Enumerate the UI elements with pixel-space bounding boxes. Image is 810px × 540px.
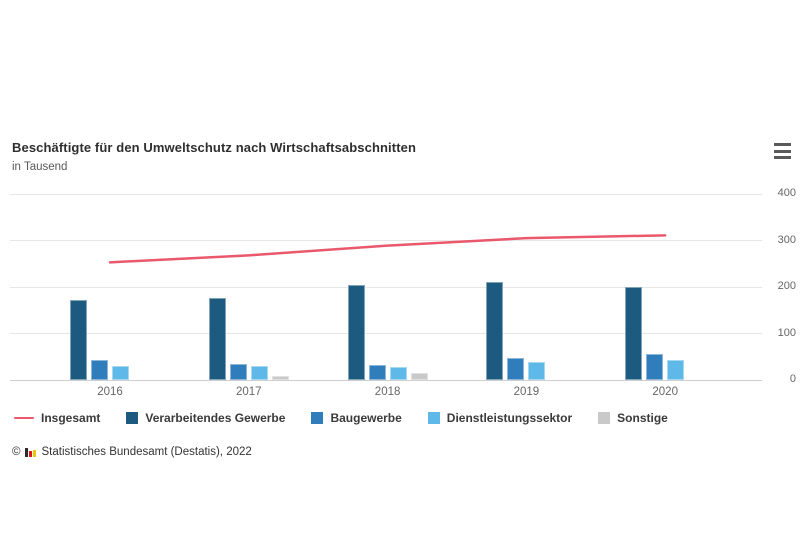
bar-verarbeitendes-gewerbe-2017 bbox=[208, 297, 226, 380]
y-axis-tick-label: 100 bbox=[777, 326, 796, 339]
legend-label: Insgesamt bbox=[41, 411, 101, 425]
y-axis-tick-label: 200 bbox=[777, 280, 796, 292]
gridline bbox=[10, 333, 762, 334]
destatis-logo-icon bbox=[25, 447, 37, 457]
gridline bbox=[10, 286, 762, 288]
chart-title: Beschäftigte für den Umweltschutz nach W… bbox=[12, 140, 416, 155]
gridline bbox=[10, 240, 762, 241]
bar-baugewerbe-2018 bbox=[368, 364, 386, 380]
bar-baugewerbe-2019 bbox=[507, 357, 525, 380]
bar-sonstige-2017 bbox=[271, 375, 289, 380]
x-axis-tick-label: 2016 bbox=[97, 386, 123, 398]
x-axis-tick-label: 2018 bbox=[374, 386, 401, 398]
chart-context-menu-button[interactable] bbox=[771, 141, 795, 161]
bar-baugewerbe-2017 bbox=[229, 363, 247, 380]
bar-dienstleistungssektor-2017 bbox=[250, 365, 268, 380]
chart-subtitle: in Tausend bbox=[12, 161, 68, 173]
x-axis-tick-label: 2019 bbox=[513, 386, 540, 398]
legend: Insgesamt Verarbeitendes Gewerbe Baugewerb… bbox=[14, 409, 668, 427]
bar-dienstleistungssektor-2019 bbox=[528, 361, 546, 380]
bar-dienstleistungssektor-2020 bbox=[667, 359, 685, 380]
hamburger-icon-bar bbox=[774, 143, 791, 146]
bar-dienstleistungssektor-2018 bbox=[389, 366, 407, 380]
hamburger-icon-bar bbox=[774, 149, 791, 153]
legend-label: Baugewerbe bbox=[330, 411, 402, 425]
legend-label: Dienstleistungssektor bbox=[446, 411, 573, 425]
bar-verarbeitendes-gewerbe-2016 bbox=[70, 299, 87, 380]
y-axis-tick-label: 400 bbox=[777, 187, 796, 199]
copyright-symbol: © bbox=[12, 446, 21, 458]
legend-label: Verarbeitendes Gewerbe bbox=[145, 411, 286, 425]
bar-dienstleistungssektor-2016 bbox=[112, 365, 129, 380]
legend-line-marker-insgesamt bbox=[14, 416, 34, 420]
legend-item-sonstige[interactable]: Sonstige bbox=[598, 411, 668, 425]
copyright-line: © Statistisches Bundesamt (Destatis), 20… bbox=[12, 446, 252, 458]
bar-verarbeitendes-gewerbe-2018 bbox=[347, 284, 365, 380]
legend-item-dienstleistungssektor[interactable]: Dienstleistungssektor bbox=[427, 411, 573, 425]
bar-verarbeitendes-gewerbe-2020 bbox=[625, 286, 643, 380]
bar-baugewerbe-2020 bbox=[646, 353, 664, 380]
legend-square-marker-dienstleistungssektor bbox=[427, 412, 440, 424]
bar-sonstige-2018 bbox=[410, 372, 428, 380]
gridline bbox=[10, 193, 762, 195]
bar-verarbeitendes-gewerbe-2019 bbox=[486, 281, 504, 380]
y-axis-tick-label: 300 bbox=[777, 233, 796, 246]
legend-item-verarbeitendes-gewerbe[interactable]: Verarbeitendes Gewerbe bbox=[126, 411, 285, 425]
legend-square-marker-verarbeitendes-gewerbe bbox=[126, 412, 139, 424]
legend-item-baugewerbe[interactable]: Baugewerbe bbox=[311, 411, 402, 425]
legend-square-marker-baugewerbe bbox=[311, 412, 324, 424]
copyright-text: Statistisches Bundesamt (Destatis), 2022 bbox=[41, 446, 252, 458]
bar-baugewerbe-2016 bbox=[91, 359, 108, 380]
y-axis-tick-label: 0 bbox=[789, 373, 796, 385]
x-axis-tick-label: 2020 bbox=[652, 386, 678, 398]
x-axis-tick-label: 2017 bbox=[236, 386, 262, 398]
hamburger-icon-bar bbox=[774, 156, 791, 159]
x-axis-line bbox=[10, 379, 762, 381]
legend-label: Sonstige bbox=[617, 411, 668, 425]
legend-square-marker-sonstige bbox=[598, 412, 611, 424]
legend-item-insgesamt[interactable]: Insgesamt bbox=[14, 411, 100, 425]
